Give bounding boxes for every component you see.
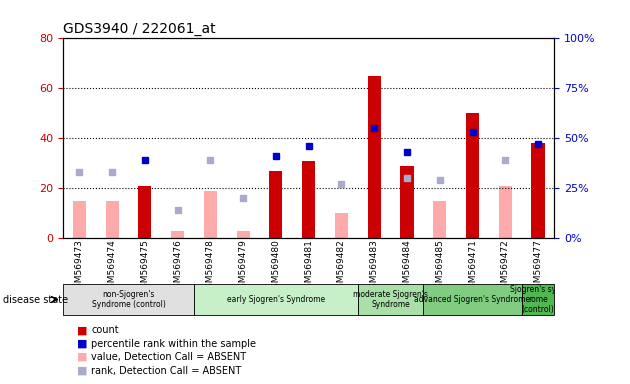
Bar [433, 200, 446, 238]
Bar [499, 186, 512, 238]
Text: advanced Sjogren's Syndrome: advanced Sjogren's Syndrome [415, 295, 530, 304]
Text: ■: ■ [77, 366, 87, 376]
Bar [139, 186, 151, 238]
Bar [73, 200, 86, 238]
Bar [194, 284, 358, 315]
Text: value, Detection Call = ABSENT: value, Detection Call = ABSENT [91, 352, 246, 362]
Bar [204, 190, 217, 238]
Bar [335, 213, 348, 238]
Text: Sjogren's synd
rome
(control): Sjogren's synd rome (control) [510, 285, 566, 314]
Text: ■: ■ [77, 339, 87, 349]
Text: moderate Sjogren's
Syndrome: moderate Sjogren's Syndrome [353, 290, 428, 309]
Bar [358, 284, 423, 315]
Bar [237, 230, 249, 238]
Text: early Sjogren's Syndrome: early Sjogren's Syndrome [227, 295, 325, 304]
Bar [171, 230, 184, 238]
Bar [401, 166, 413, 238]
Text: ■: ■ [77, 352, 87, 362]
Bar [302, 161, 315, 238]
Bar [270, 170, 282, 238]
Text: rank, Detection Call = ABSENT: rank, Detection Call = ABSENT [91, 366, 241, 376]
Text: GDS3940 / 222061_at: GDS3940 / 222061_at [63, 22, 215, 36]
Bar [532, 143, 544, 238]
Text: percentile rank within the sample: percentile rank within the sample [91, 339, 256, 349]
Bar [423, 284, 522, 315]
Bar [522, 284, 554, 315]
Bar [106, 200, 118, 238]
Bar [63, 284, 194, 315]
Text: count: count [91, 325, 119, 335]
Bar [368, 76, 381, 238]
Text: non-Sjogren's
Syndrome (control): non-Sjogren's Syndrome (control) [91, 290, 166, 309]
Text: disease state: disease state [3, 295, 68, 305]
Bar [466, 113, 479, 238]
Text: ■: ■ [77, 325, 87, 335]
